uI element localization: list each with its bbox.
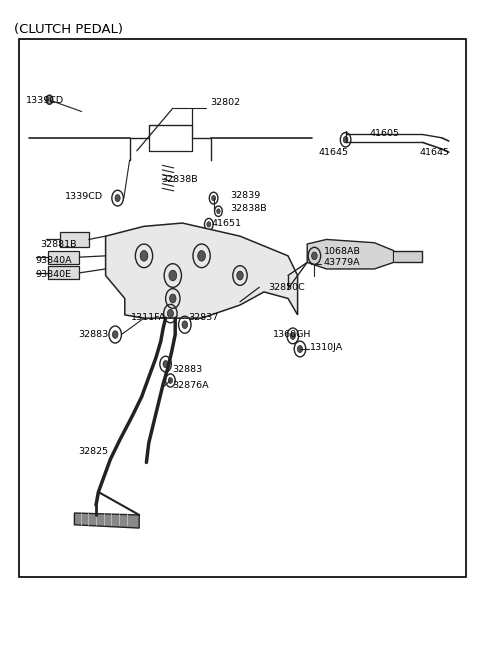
Bar: [394, 251, 422, 262]
Text: 32883: 32883: [172, 365, 202, 374]
Text: 41645: 41645: [319, 148, 348, 157]
Text: 32837: 32837: [189, 313, 219, 322]
Circle shape: [168, 378, 172, 383]
Bar: [48, 266, 79, 279]
Circle shape: [46, 95, 53, 104]
Text: 32838B: 32838B: [161, 174, 197, 184]
Circle shape: [112, 331, 118, 338]
Text: 32881B: 32881B: [40, 239, 76, 249]
Circle shape: [343, 136, 348, 143]
Text: 41645: 41645: [420, 148, 449, 157]
Text: 1360GH: 1360GH: [273, 330, 311, 339]
Circle shape: [163, 361, 168, 367]
Text: 1310JA: 1310JA: [310, 343, 343, 352]
Text: 32839: 32839: [230, 191, 261, 200]
Polygon shape: [307, 239, 394, 269]
Bar: [19, 39, 466, 577]
Text: 1311FA: 1311FA: [131, 313, 166, 322]
Circle shape: [207, 222, 211, 227]
Circle shape: [168, 310, 173, 318]
Circle shape: [298, 346, 302, 352]
Text: 32838B: 32838B: [230, 204, 267, 213]
Text: 93840A: 93840A: [35, 256, 72, 265]
Circle shape: [312, 252, 317, 260]
Text: 41651: 41651: [211, 218, 241, 228]
Text: 1068AB: 1068AB: [324, 247, 361, 256]
Circle shape: [169, 270, 177, 281]
Text: 32883: 32883: [78, 330, 108, 339]
Text: 93840E: 93840E: [35, 270, 71, 279]
Text: 1339CD: 1339CD: [65, 192, 103, 201]
Text: 32850C: 32850C: [268, 283, 305, 292]
Text: 32876A: 32876A: [172, 381, 208, 390]
Text: 1339CD: 1339CD: [26, 96, 64, 105]
Polygon shape: [74, 513, 139, 528]
Circle shape: [182, 321, 188, 329]
Text: 41605: 41605: [369, 129, 399, 138]
Circle shape: [216, 209, 220, 214]
Text: 43779A: 43779A: [324, 258, 360, 267]
Circle shape: [140, 251, 148, 261]
Bar: [48, 251, 79, 264]
Circle shape: [169, 294, 176, 303]
Text: 32825: 32825: [78, 447, 108, 456]
Text: (CLUTCH PEDAL): (CLUTCH PEDAL): [14, 23, 123, 36]
Polygon shape: [106, 223, 298, 318]
Bar: [60, 232, 89, 247]
Circle shape: [198, 251, 205, 261]
Circle shape: [290, 333, 295, 339]
Circle shape: [237, 271, 243, 280]
Circle shape: [212, 195, 216, 201]
Circle shape: [115, 195, 120, 201]
Text: 32802: 32802: [211, 98, 240, 108]
